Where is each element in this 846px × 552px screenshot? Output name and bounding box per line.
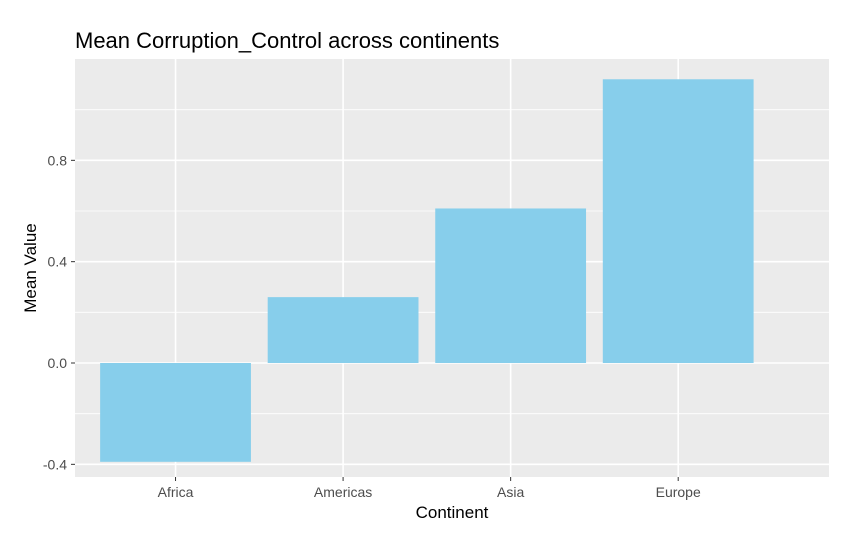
bar-americas	[267, 297, 419, 363]
x-axis-title: Continent	[416, 503, 489, 522]
y-tick-label: 0.0	[48, 355, 68, 371]
y-axis-ticks: -0.4 0.0 0.4 0.8	[43, 152, 75, 472]
y-axis-title: Mean Value	[21, 223, 40, 312]
y-tick-label: 0.8	[48, 152, 68, 168]
bars	[100, 79, 754, 462]
bar-asia	[435, 208, 587, 363]
x-tick-label: Europe	[656, 484, 701, 500]
y-tick-label: -0.4	[43, 456, 67, 472]
x-tick-label: Americas	[314, 484, 372, 500]
bar-europe	[602, 79, 754, 364]
chart-title: Mean Corruption_Control across continent…	[75, 28, 499, 53]
x-tick-label: Asia	[497, 484, 524, 500]
bar-africa	[100, 363, 251, 462]
y-tick-label: 0.4	[48, 254, 68, 270]
x-tick-label: Africa	[158, 484, 194, 500]
x-axis-ticks: Africa Americas Asia Europe	[158, 477, 701, 500]
